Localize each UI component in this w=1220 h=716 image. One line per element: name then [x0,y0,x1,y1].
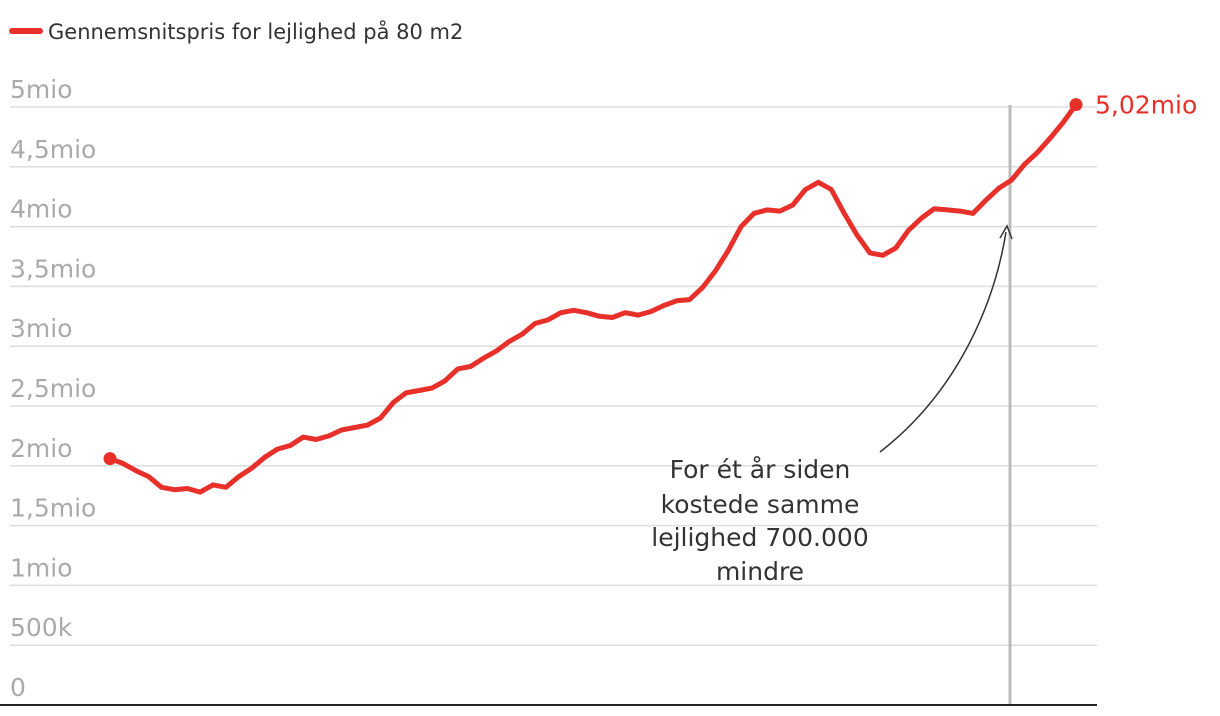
y-tick-label: 500k [10,613,73,642]
y-tick-label: 3,5mio [10,254,96,283]
y-tick-label: 2mio [10,434,73,463]
y-tick-label: 4,5mio [10,135,96,164]
y-tick-label: 4mio [10,195,73,224]
annotation-arrow [879,231,1007,453]
annotation: lejlighed 700.000 [651,523,868,552]
y-tick-label: 1mio [10,553,73,582]
end-dot [103,452,117,466]
legend-label: Gennemsnitspris for lejlighed på 80 m2 [48,19,463,44]
y-tick-label: 0 [10,673,26,702]
y-tick-label: 2,5mio [10,374,96,403]
annotation: kostede samme [661,490,860,519]
annotation: mindre [716,557,804,586]
y-tick-label: 3mio [10,314,73,343]
value-label: 5,02mio [1095,91,1197,120]
line [107,102,1079,495]
end-dot [1069,98,1083,112]
arrow-head [999,224,1013,240]
y-tick-label: 1,5mio [10,494,96,523]
annotation: For ét år siden [670,455,851,484]
y-tick-label: 5mio [10,75,73,104]
